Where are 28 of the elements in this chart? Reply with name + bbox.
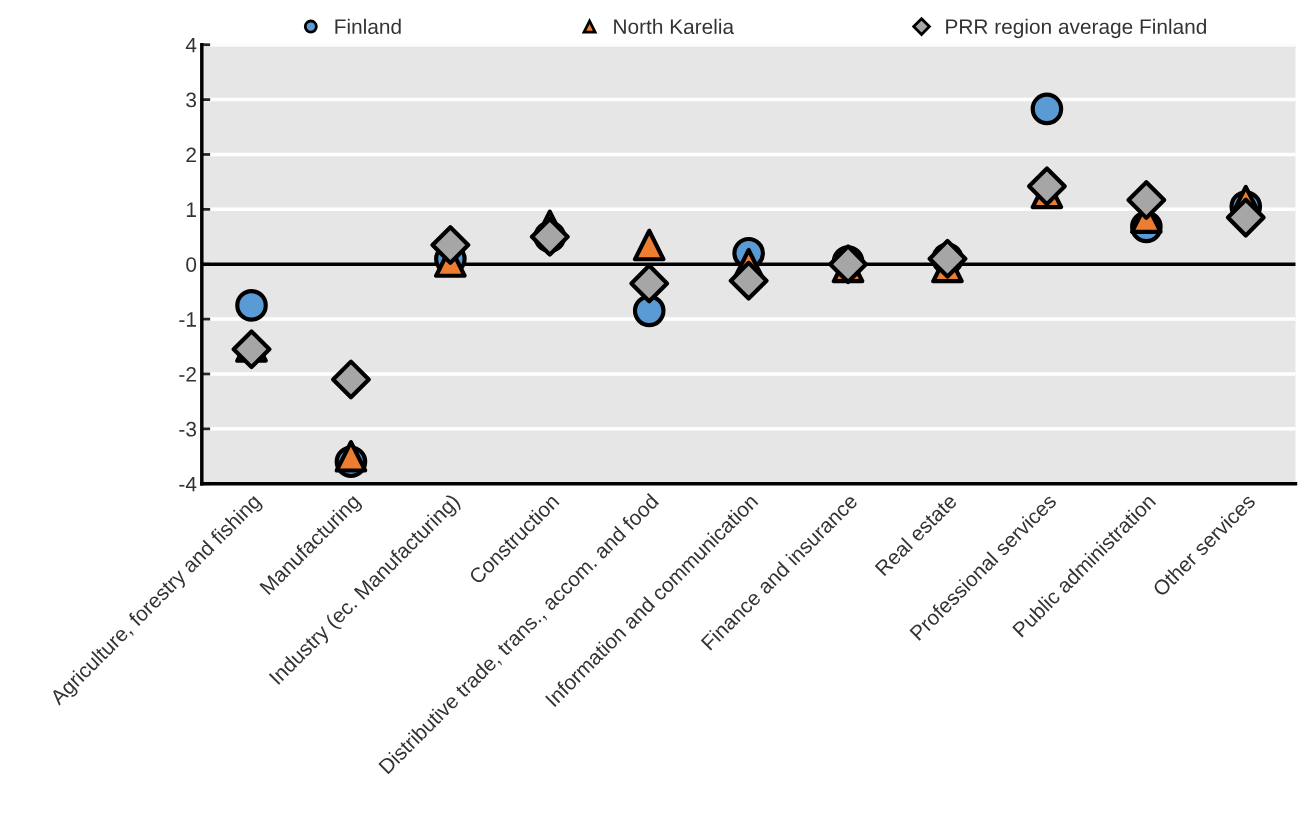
- y-tick-label: -3: [179, 421, 197, 437]
- point: [1027, 166, 1067, 207]
- point: [927, 238, 968, 279]
- point: [1126, 180, 1167, 220]
- point: [828, 244, 869, 285]
- legend-label: PRR region average Finland: [946, 18, 1206, 39]
- point: [529, 216, 570, 257]
- point: [1225, 197, 1266, 238]
- point: [430, 225, 471, 265]
- y-tick-label: -2: [179, 366, 196, 382]
- legend-label: North Karelia: [614, 18, 735, 35]
- point: [629, 263, 670, 304]
- y-tick-label: -4: [179, 476, 197, 492]
- point: [331, 359, 371, 400]
- point: [235, 289, 268, 322]
- y-tick-label: 2: [186, 147, 196, 163]
- legend-label: Finland: [335, 18, 401, 35]
- point: [632, 228, 666, 262]
- y-tick-label: 0: [186, 257, 197, 272]
- y-tick-label: 1: [186, 202, 196, 217]
- point: [334, 439, 368, 473]
- y-tick-label: 4: [185, 37, 197, 53]
- point: [632, 294, 666, 328]
- point: [1030, 92, 1064, 126]
- point: [231, 329, 272, 370]
- y-tick-label: -1: [179, 312, 196, 327]
- y-tick-label: 3: [186, 92, 197, 108]
- point: [728, 260, 769, 301]
